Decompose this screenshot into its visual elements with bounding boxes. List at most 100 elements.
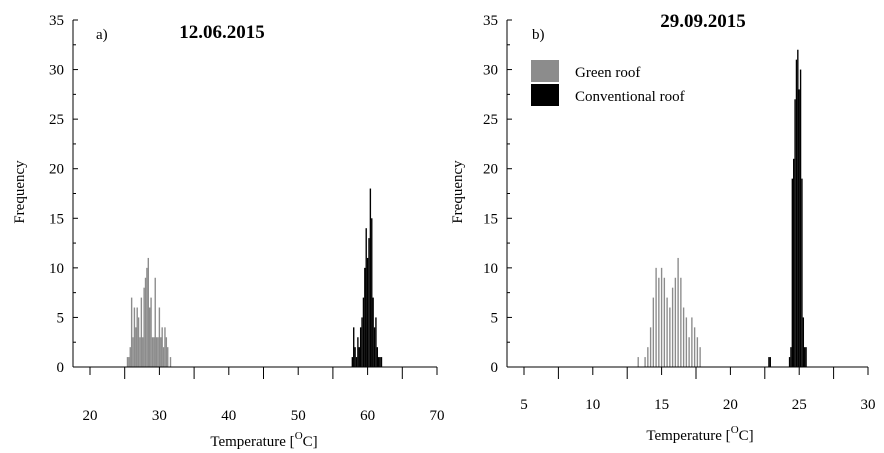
histogram-bar: [805, 347, 807, 367]
x-tick-label: 25: [792, 397, 807, 413]
histogram-bar: [794, 99, 796, 368]
y-tick-label: 5: [491, 310, 499, 326]
x-axis-label-b: Temperature [OC]: [646, 424, 753, 444]
x-tick-label: 50: [291, 408, 306, 424]
histogram-bar: [359, 327, 362, 367]
histogram-bar: [354, 347, 356, 367]
legend-swatch-green-roof: [531, 60, 559, 82]
x-ticks-b: 5 10 15 20 25 30: [520, 367, 876, 413]
bars-a: [126, 188, 383, 367]
y-axis-label-a: Frequency: [12, 160, 28, 224]
y-tick-label: 30: [49, 63, 64, 79]
y-tick-label: 25: [483, 112, 498, 128]
histogram-bar: [802, 317, 805, 367]
histogram-bar: [669, 307, 671, 367]
histogram-bar: [378, 357, 380, 367]
y-tick-label: 20: [49, 162, 64, 178]
histogram-bar: [128, 357, 130, 367]
x-tick-label: 5: [520, 397, 528, 413]
histogram-bar: [682, 307, 685, 367]
histogram-bar: [148, 307, 151, 367]
histogram-bar: [680, 277, 682, 367]
histogram-bar: [165, 337, 168, 367]
histogram-bar: [369, 188, 372, 367]
histogram-bar: [126, 357, 129, 367]
histogram-bar: [140, 297, 143, 367]
histogram-bar: [660, 267, 663, 367]
histogram-bar: [154, 277, 156, 367]
histogram-bar: [790, 347, 792, 367]
panel-label-b: b): [532, 27, 545, 43]
x-axis-label-a: Temperature [OC]: [210, 430, 317, 450]
legend: Green roof Conventional roof: [531, 60, 685, 106]
y-ticks-b: 0 5 10 15 20 25 30 35: [483, 13, 512, 376]
x-tick-label: 15: [654, 397, 669, 413]
y-tick-label: 10: [483, 261, 498, 277]
legend-swatch-conventional-roof: [531, 84, 559, 106]
histogram-panel-a: 20 30 40 50 60 70 0 5 10 15 20 25 30 35 a) 12.06.201…: [12, 13, 445, 450]
histogram-bar: [158, 307, 161, 367]
histogram-bar: [788, 357, 791, 367]
histogram-bar: [137, 317, 140, 367]
histogram-bar: [376, 347, 379, 367]
x-tick-label: 70: [430, 408, 445, 424]
histogram-bar: [164, 327, 166, 367]
histogram-bar: [160, 337, 162, 367]
histogram-bar: [351, 357, 354, 367]
y-tick-label: 35: [483, 13, 498, 29]
histogram-bar: [353, 327, 355, 367]
y-tick-label: 35: [49, 13, 64, 29]
y-ticks-a: 0 5 10 15 20 25 30 35: [49, 13, 78, 376]
histogram-bar: [167, 347, 169, 367]
histogram-bar: [375, 317, 377, 367]
histogram-bar: [372, 297, 374, 367]
histogram-bar: [674, 277, 677, 367]
histogram-bar: [357, 337, 359, 367]
histogram-bar: [130, 297, 133, 367]
y-tick-label: 0: [57, 360, 65, 376]
histogram-bar: [380, 357, 383, 367]
histogram-bar: [146, 267, 148, 367]
histogram-bar: [663, 277, 666, 367]
histogram-bar: [658, 277, 660, 367]
histogram-bar: [655, 267, 657, 367]
histogram-bar: [161, 327, 163, 367]
histogram-bar: [151, 337, 154, 367]
histogram-bar: [361, 317, 363, 367]
histogram-bar: [797, 49, 799, 367]
histogram-bar: [157, 337, 159, 367]
x-ticks-a: 20 30 40 50 60 70: [83, 367, 445, 424]
histogram-panel-b: 5 10 15 20 25 30 0 5 10 15 20 25 30 35 b) 29.09.2015…: [450, 11, 876, 444]
histogram-bar: [685, 317, 688, 367]
chart-title-a: 12.06.2015: [179, 22, 265, 43]
histogram-bar: [696, 337, 699, 367]
histogram-bar: [355, 357, 358, 367]
histogram-bar: [804, 347, 806, 367]
histogram-bar: [129, 347, 131, 367]
histogram-bar: [133, 307, 136, 367]
histogram-bar: [677, 257, 679, 367]
histogram-bar: [649, 327, 652, 367]
x-tick-label: 40: [221, 408, 236, 424]
histogram-bar: [153, 337, 155, 367]
bars-b: [637, 49, 807, 368]
histogram-bar: [366, 257, 369, 367]
histogram-bar: [637, 357, 639, 367]
histogram-bar: [798, 89, 800, 368]
histogram-bar: [169, 357, 172, 367]
y-tick-label: 25: [49, 112, 64, 128]
histogram-bar: [768, 357, 770, 367]
histogram-bar: [644, 357, 646, 367]
y-tick-label: 5: [57, 310, 65, 326]
y-tick-label: 0: [491, 360, 499, 376]
histogram-bar: [364, 267, 366, 367]
y-tick-label: 10: [49, 261, 64, 277]
x-tick-label: 20: [723, 397, 738, 413]
histogram-bar: [358, 347, 360, 367]
histogram-bar: [132, 337, 134, 367]
histogram-bar: [162, 347, 165, 367]
histogram-bar: [791, 178, 794, 367]
histogram-bar: [155, 337, 158, 367]
histogram-bar: [795, 59, 798, 368]
